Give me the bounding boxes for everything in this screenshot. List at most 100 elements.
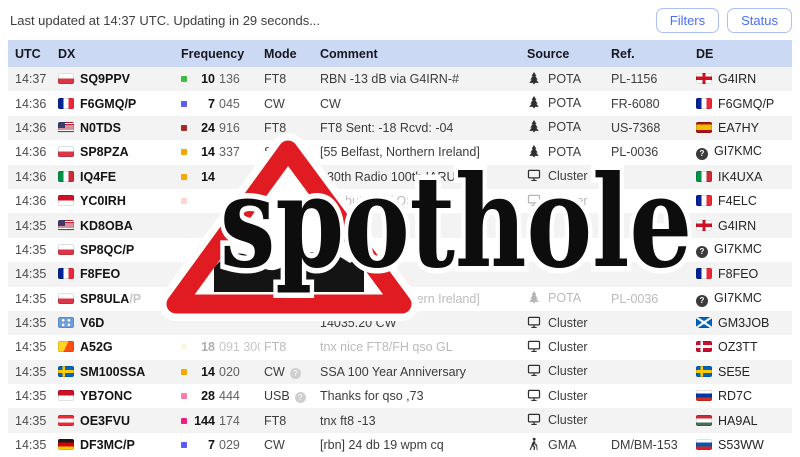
spot-source: Cluster [517,165,602,189]
spot-time: 14:35 [15,438,47,453]
de-callsign: OZ3TT [718,340,758,355]
monitor-icon [527,388,542,405]
spot-time: 14:36 [15,96,47,111]
spot-mode [260,238,312,262]
spot-mode: CW [260,360,312,384]
monitor-icon [527,363,542,380]
de-country-flag [696,148,708,161]
spot-time: 14:35 [15,242,47,257]
dx-callsign: SM100SSA [80,364,146,379]
spot-mode: FT8 [264,413,287,428]
spot-ref [602,384,687,408]
spot-comment: [rbn] 24 db 19 wpm cq [320,438,444,453]
spot-source: POTA [517,116,602,140]
de-country-flag [696,73,712,85]
table-row[interactable]: 14:35 SP8QC/P GI7KMC [8,238,792,262]
spot-comment: SSA 100 Year Anniversary [320,364,466,379]
spot-ref [602,238,687,262]
monitor-icon [527,339,542,356]
de-callsign: F4ELC [718,194,757,209]
filters-button[interactable]: Filters [655,7,720,33]
spot-ref [602,408,687,432]
table-row[interactable]: 14:36 F6GMQ/P 7 045 CW CW POTA FR-6080 F6… [8,91,792,115]
freq-mhz: 28 [201,389,215,404]
spot-mode: FT8 [264,120,287,135]
de-callsign: F6GMQ/P [718,96,775,111]
table-row[interactable]: 14:35 F8FEO F8FEO [8,262,792,287]
freq-mhz: 144 [194,413,215,428]
spot-mode [260,213,312,237]
spot-ref: PL-1156 [611,72,658,87]
header-frequency: Frequency [175,40,260,67]
dx-country-flag [58,243,74,255]
dx-country-flag [58,365,74,377]
de-country-flag [696,195,712,207]
mode-unsure-icon [289,367,301,379]
spot-comment: Thanks for qso ,73 [320,389,424,404]
spot-ref [602,189,687,213]
de-country-flag [696,121,712,133]
de-callsign: RD7C [718,389,753,404]
spot-source: POTA [517,67,602,91]
table-row[interactable]: 14:35 OE3FVU 144 174 FT8 tnx ft8 -13 Clus… [8,408,792,433]
spot-time: 14:35 [15,267,47,282]
spot-source: Cluster [517,360,602,384]
table-row[interactable]: 14:35 SM100SSA 14 020 CW SSA 100 Year Ann… [8,359,792,385]
header-source: Source [517,40,602,67]
spot-time: 14:35 [15,218,47,233]
band-color-square [181,393,187,400]
table-row[interactable]: 14:35 A52G 18 091 300 FT8 tnx nice FT8/FH… [8,335,792,359]
dx-country-flag [58,439,74,451]
freq-mhz: 7 [208,438,215,453]
freq-khz: 444 [219,389,240,404]
spot-source: GMA [517,433,602,457]
freq-khz: 020 [219,364,240,379]
header-dx: DX [50,40,175,67]
table-row[interactable]: 14:35 SP8ULA/P [55 Belfast, Northern Ire… [8,287,792,311]
spot-ref: FR-6080 [611,96,660,111]
topbar-buttons: Filters Status [655,7,792,33]
freq-khz: 916 [219,120,240,135]
tree-icon [527,71,542,88]
dx-country-flag [58,292,74,304]
band-color-square [181,442,187,449]
table-row[interactable]: 14:36 SP8PZA 14 337 SSB [55 Belfast, Nort… [8,140,792,164]
freq-mhz: 10 [201,72,215,87]
spot-comment: 130th Radio 100th IARU FT8 [320,169,482,184]
table-row[interactable]: 14:35 KD8OBA G4IRN [8,213,792,238]
freq-khz: 136 [219,72,240,87]
spot-time: 14:37 [15,72,47,87]
header-de: DE [687,40,792,67]
de-country-flag [696,294,708,307]
de-country-flag [696,219,712,231]
freq-khz: 091 300 [219,340,260,355]
table-row[interactable]: 14:36 N0TDS 24 916 FT8 FT8 Sent: -18 Rcvd… [8,115,792,141]
de-callsign: S53WW [718,438,764,453]
table-row[interactable]: 14:37 SQ9PPV 10 136 FT8 RBN -13 dB via G4… [8,67,792,92]
mode-unsure-icon [294,392,306,404]
freq-mhz: 14 [201,145,215,160]
dx-country-flag [58,146,74,158]
de-callsign: SE5E [718,364,750,379]
de-country-flag [696,365,712,377]
status-button[interactable]: Status [727,7,792,33]
spot-ref [602,213,687,237]
table-row[interactable]: 14:35 YB7ONC 28 444 USB Thanks for qso ,7… [8,384,792,408]
dx-callsign-suffix: /P [129,291,142,306]
de-country-flag [696,414,712,426]
spot-time: 14:36 [15,194,47,209]
dx-callsign: SP8PZA [80,145,129,160]
table-row[interactable]: 14:36 YC0IRH ITL, but lot of QSB... Clus… [8,189,792,213]
table-row[interactable]: 14:35 DF3MC/P 7 029 CW [rbn] 24 db 19 wpm… [8,433,792,457]
top-bar: Last updated at 14:37 UTC. Updating in 2… [0,0,800,40]
band-color-square [181,76,187,83]
header-comment: Comment [312,40,517,67]
de-country-flag [696,245,708,258]
band-color-square [181,173,187,180]
table-row[interactable]: 14:35 V6D 14035.20 CW Cluster GM3JOB [8,310,792,336]
spot-source [517,262,602,286]
spot-comment: [55 Belfast, Northern Ireland] [320,145,480,160]
spot-comment: CW [320,96,341,111]
last-updated-status: Last updated at 14:37 UTC. Updating in 2… [10,12,321,28]
table-row[interactable]: 14:36 IQ4FE 14 FT8 130th Radio 100th IAR… [8,164,792,189]
